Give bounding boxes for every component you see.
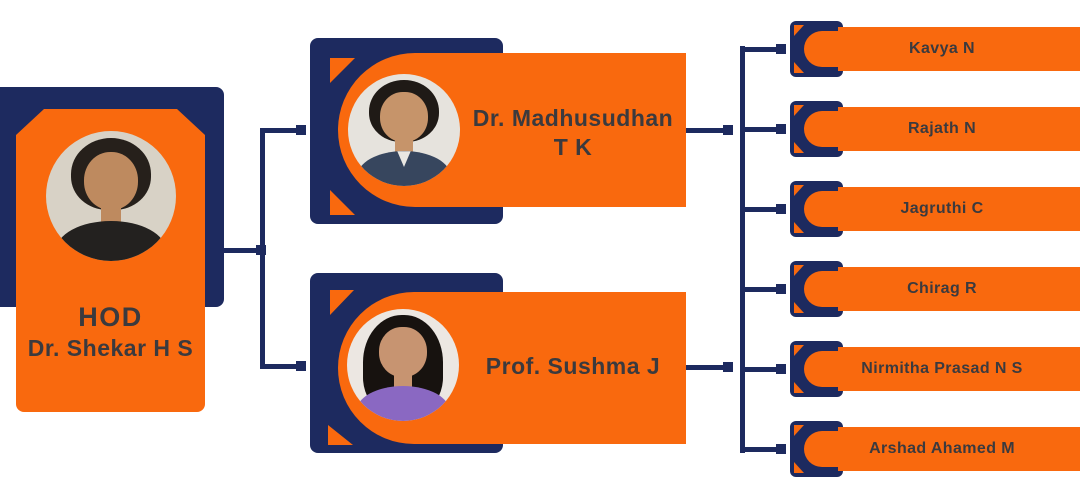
corner-triangle: [794, 302, 804, 313]
connector-branch-sushma: [262, 364, 298, 369]
member-row: Kavya N: [742, 21, 1080, 77]
connector-branch: [742, 47, 778, 52]
avatar-face: [83, 151, 139, 211]
connector-trunk-right: [740, 46, 745, 453]
hod-name: Dr. Shekar H S: [27, 335, 194, 361]
connector-node: [776, 44, 786, 54]
connector-branch: [742, 207, 778, 212]
avatar-body: [56, 220, 166, 261]
connector-node: [776, 124, 786, 134]
connector-feeder-madhusudhan: [686, 128, 724, 133]
avatar-face: [379, 326, 427, 378]
connector-node: [296, 361, 306, 371]
corner-triangle: [794, 222, 804, 233]
member-bar: [838, 427, 1080, 471]
connector-branch: [742, 447, 778, 452]
manager-card-madhusudhan: Dr. Madhusudhan T K: [310, 38, 686, 224]
connector-trunk-left: [260, 128, 265, 369]
connector-node: [723, 362, 733, 372]
corner-triangle: [794, 142, 804, 153]
corner-triangle: [794, 62, 804, 73]
corner-triangle: [794, 185, 804, 196]
manager-card-sushma: Prof. Sushma J: [310, 273, 686, 453]
hod-photo: [46, 131, 176, 261]
member-row: Chirag R: [742, 261, 1080, 317]
connector-branch: [742, 127, 778, 132]
connector-node: [776, 204, 786, 214]
member-bar: [838, 187, 1080, 231]
corner-triangle: [794, 265, 804, 276]
member-bar: [838, 267, 1080, 311]
connector-node: [296, 125, 306, 135]
member-row: Jagruthi C: [742, 181, 1080, 237]
connector-hod-feeder: [219, 248, 262, 253]
hod-card: HOD Dr. Shekar H S: [0, 87, 224, 412]
member-name: Nirmitha Prasad N S: [861, 360, 1023, 377]
manager-name-line1: Dr. Madhusudhan: [472, 105, 674, 131]
member-bar: [838, 107, 1080, 151]
member-bar: [838, 347, 1080, 391]
member-bar: [838, 27, 1080, 71]
connector-branch-madhusudhan: [262, 128, 298, 133]
hod-text-block: HOD Dr. Shekar H S: [16, 301, 205, 362]
corner-triangle: [794, 425, 804, 436]
manager-name: Prof. Sushma J: [453, 352, 693, 381]
member-name: Jagruthi C: [900, 200, 984, 217]
connector-node: [723, 125, 733, 135]
member-name: Arshad Ahamed M: [869, 440, 1015, 457]
connector-node: [776, 364, 786, 374]
corner-triangle: [794, 345, 804, 356]
member-row: Nirmitha Prasad N S: [742, 341, 1080, 397]
member-row: Arshad Ahamed M: [742, 421, 1080, 477]
connector-node: [776, 284, 786, 294]
member-name: Rajath N: [907, 120, 977, 137]
corner-triangle: [794, 382, 804, 393]
member-name: Chirag R: [907, 280, 977, 297]
connector-branch: [742, 367, 778, 372]
corner-triangle: [794, 25, 804, 36]
corner-triangle: [794, 105, 804, 116]
hod-title: HOD: [78, 302, 143, 332]
manager-name-line1: Prof. Sushma J: [485, 353, 661, 379]
sushma-photo: [347, 309, 459, 421]
manager-name: Dr. Madhusudhan T K: [453, 104, 693, 162]
avatar-face: [380, 91, 428, 143]
avatar-body: [355, 386, 451, 421]
madhusudhan-photo: [348, 74, 460, 186]
corner-triangle: [794, 462, 804, 473]
manager-name-line2: T K: [553, 134, 593, 160]
connector-branch: [742, 287, 778, 292]
connector-node: [776, 444, 786, 454]
connector-feeder-sushma: [686, 365, 724, 370]
member-row: Rajath N: [742, 101, 1080, 157]
member-name: Kavya N: [909, 40, 975, 57]
